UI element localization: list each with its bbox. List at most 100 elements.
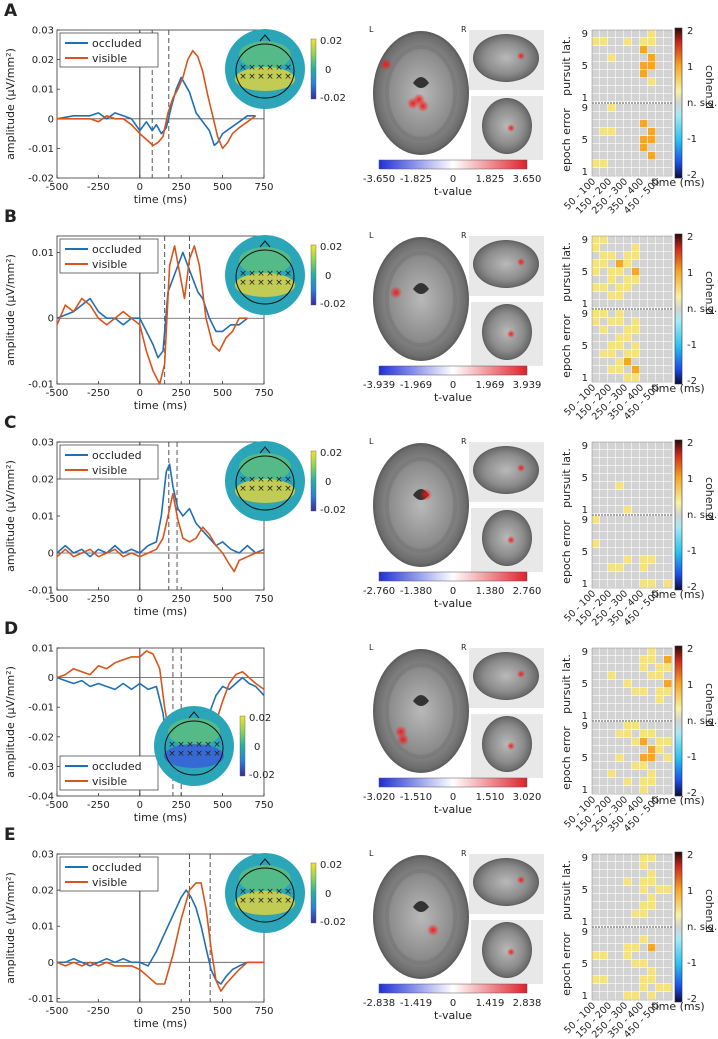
heat-cell xyxy=(624,244,632,252)
heat-cell xyxy=(664,886,672,894)
heat-cell xyxy=(592,656,600,664)
heat-cell xyxy=(600,910,608,918)
heat-cell xyxy=(632,70,640,78)
heat-cell xyxy=(648,580,656,588)
heat-cell xyxy=(640,326,648,334)
heat-cell xyxy=(616,870,624,878)
heat-cell xyxy=(592,540,600,548)
heat-cell xyxy=(648,86,656,94)
heat-cell xyxy=(640,300,648,308)
heat-cell xyxy=(632,490,640,498)
heat-cell xyxy=(664,712,672,720)
pursuit-label: pursuit lat. xyxy=(560,36,573,96)
heat-cell xyxy=(624,564,632,572)
heat-cell xyxy=(632,94,640,102)
brain-coronal xyxy=(482,716,532,772)
heat-cell xyxy=(616,944,624,952)
heat-cell xyxy=(592,648,600,656)
heat-cell xyxy=(632,680,640,688)
heat-cell xyxy=(664,548,672,556)
heat-cell xyxy=(624,144,632,152)
heat-cell xyxy=(632,762,640,770)
heat-cell xyxy=(616,564,624,572)
heat-cell xyxy=(656,300,664,308)
heat-cell xyxy=(640,548,648,556)
heat-cell xyxy=(632,960,640,968)
heat-cell xyxy=(656,746,664,754)
heat-cell xyxy=(616,54,624,62)
heat-cell xyxy=(664,762,672,770)
heat-cell xyxy=(616,498,624,506)
heat-cell xyxy=(640,54,648,62)
brain-label-R: R xyxy=(461,25,467,34)
heat-cell xyxy=(648,540,656,548)
heat-cell xyxy=(624,738,632,746)
heat-cell xyxy=(592,350,600,358)
heat-cell xyxy=(600,498,608,506)
heat-epoch xyxy=(592,104,672,176)
heat-cell xyxy=(656,46,664,54)
electrode-marker: × xyxy=(248,72,256,82)
heat-cell xyxy=(592,952,600,960)
series-visible xyxy=(57,49,257,150)
heat-cell xyxy=(640,442,648,450)
heat-cell xyxy=(648,910,656,918)
heat-cell xyxy=(648,976,656,984)
x-tick-label: 500 xyxy=(213,388,232,399)
tvalue-label: t-value xyxy=(434,391,472,404)
heat-cell xyxy=(640,894,648,902)
heat-cell xyxy=(608,680,616,688)
heat-cell xyxy=(608,62,616,70)
heat-ytick: 1 xyxy=(582,991,588,1002)
heat-cell xyxy=(656,532,664,540)
topo-scale-min: -0.02 xyxy=(320,93,346,104)
y-tick-label: 0 xyxy=(48,673,54,684)
x-tick-label: 750 xyxy=(254,182,273,193)
heat-cell xyxy=(656,540,664,548)
heat-cell xyxy=(600,656,608,664)
heat-cell xyxy=(648,350,656,358)
heat-cell xyxy=(616,696,624,704)
heat-cell xyxy=(664,572,672,580)
heat-cell xyxy=(656,944,664,952)
heat-cell xyxy=(640,656,648,664)
electrode-marker: × xyxy=(239,63,247,73)
cohen-tick: -2 xyxy=(687,994,697,1005)
y-tick-label: -0.01 xyxy=(28,703,54,714)
heat-cell xyxy=(664,928,672,936)
heat-cell xyxy=(592,474,600,482)
heat-cell xyxy=(664,688,672,696)
heat-ytick: 5 xyxy=(582,679,588,690)
heat-cell xyxy=(664,112,672,120)
heat-cell xyxy=(624,326,632,334)
cohen-tick: 2 xyxy=(687,438,693,449)
heat-cell xyxy=(632,870,640,878)
heat-cell xyxy=(664,704,672,712)
heat-cell xyxy=(656,672,664,680)
heat-cell xyxy=(632,334,640,342)
heat-cell xyxy=(608,722,616,730)
electrode-marker: × xyxy=(186,749,194,759)
panel-d: D-500 -250 0 250 500 7500.010-0.01-0.02-0.03-… xyxy=(4,619,717,834)
heat-cell xyxy=(664,482,672,490)
electrode-marker: × xyxy=(213,749,221,759)
heat-cell xyxy=(592,284,600,292)
heat-cell xyxy=(608,442,616,450)
heat-cell xyxy=(664,992,672,1000)
heat-cell xyxy=(640,268,648,276)
activation-blob xyxy=(507,124,515,132)
heat-cell xyxy=(664,664,672,672)
heat-cell xyxy=(592,770,600,778)
heat-cell xyxy=(664,442,672,450)
x-tick-label: 0 xyxy=(137,594,143,605)
heat-ytick: 1 xyxy=(582,785,588,796)
heat-cell xyxy=(616,252,624,260)
heat-cell xyxy=(640,664,648,672)
heat-cell xyxy=(592,244,600,252)
heat-cell xyxy=(592,746,600,754)
heat-cell xyxy=(632,104,640,112)
heat-cell xyxy=(640,918,648,926)
heat-cell xyxy=(664,466,672,474)
heat-cell xyxy=(592,78,600,86)
